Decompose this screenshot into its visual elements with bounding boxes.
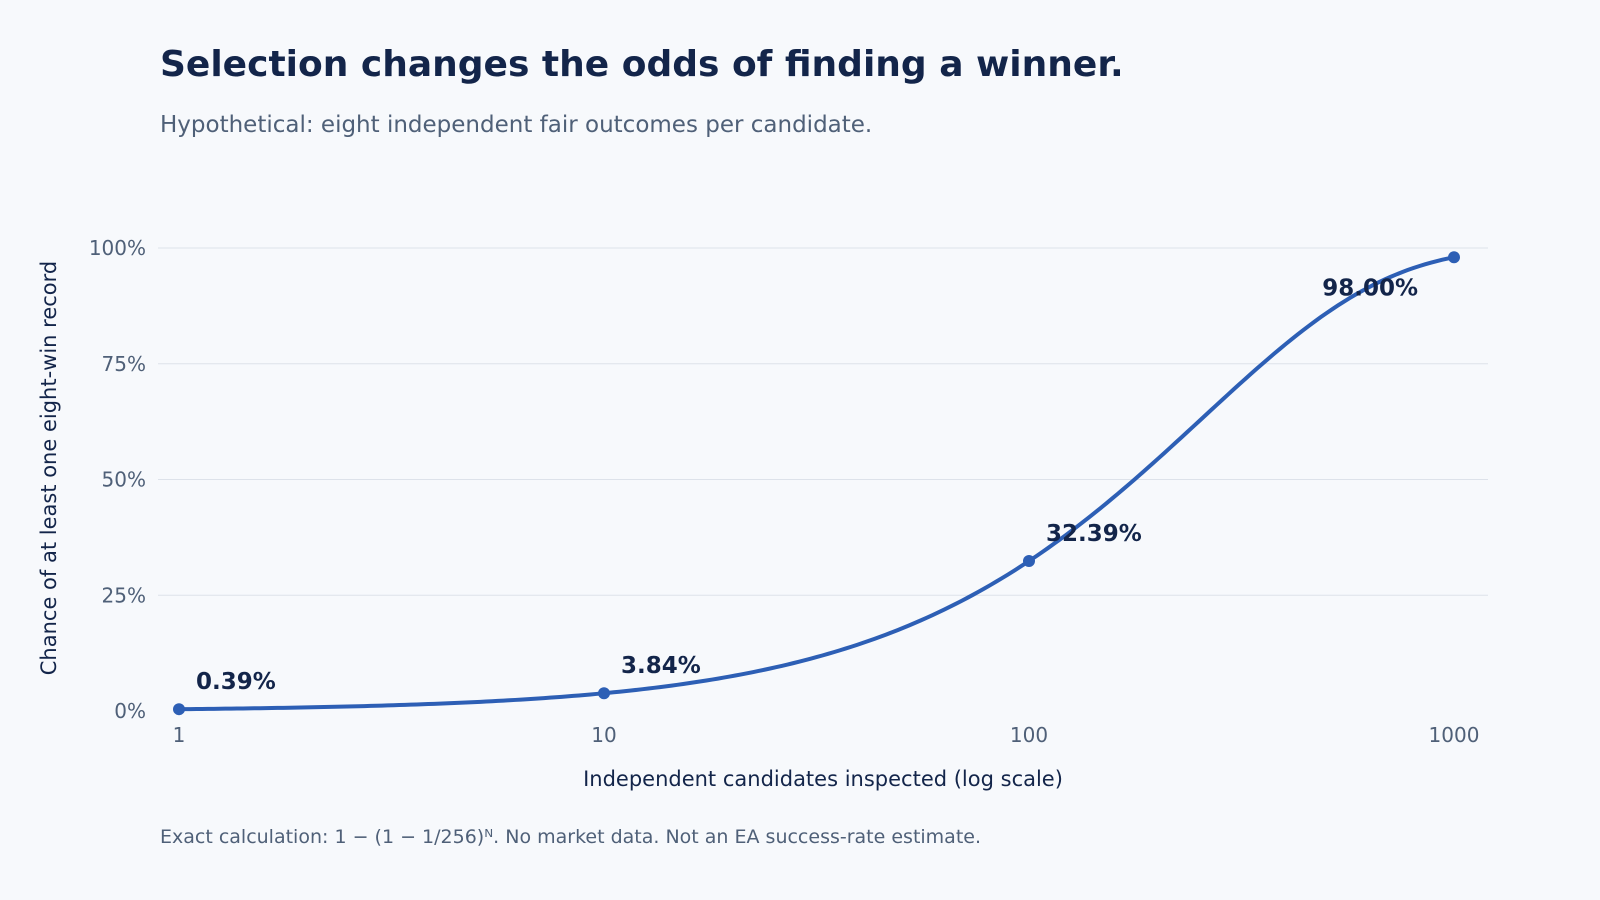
data-point (598, 687, 610, 700)
footnote: Exact calculation: 1 − (1 − 1/256)ᴺ. No … (160, 826, 981, 848)
x-tick-label: 100 (1010, 723, 1048, 747)
data-point (1023, 555, 1035, 568)
data-points (173, 251, 1460, 716)
data-label: 3.84% (621, 653, 701, 679)
data-labels: 0.39% 3.84% 32.39% 98.00% (196, 275, 1418, 695)
data-point (1448, 251, 1460, 264)
data-point (173, 703, 185, 716)
data-label: 0.39% (196, 669, 276, 695)
y-tick-label: 75% (102, 352, 146, 376)
data-label: 32.39% (1046, 521, 1142, 547)
x-tick-label: 10 (591, 723, 616, 747)
x-tick-label: 1000 (1429, 723, 1480, 747)
data-label: 98.00% (1322, 275, 1418, 301)
gridlines (158, 247, 1488, 596)
y-axis-ticks: 0% 25% 50% 75% 100% (89, 236, 146, 723)
x-tick-label: 1 (173, 723, 186, 747)
y-tick-label: 50% (102, 468, 146, 492)
x-axis-ticks: 1 10 100 1000 (173, 723, 1480, 747)
y-tick-label: 100% (89, 236, 146, 260)
chart-subtitle: Hypothetical: eight independent fair out… (160, 112, 873, 138)
series-line (177, 255, 1456, 712)
chart-title: Selection changes the odds of finding a … (160, 44, 1124, 85)
y-tick-label: 25% (102, 583, 146, 607)
y-axis-title: Chance of at least one eight-win record (37, 261, 61, 676)
y-tick-label: 0% (114, 699, 146, 723)
x-axis-title: Independent candidates inspected (log sc… (583, 767, 1063, 791)
